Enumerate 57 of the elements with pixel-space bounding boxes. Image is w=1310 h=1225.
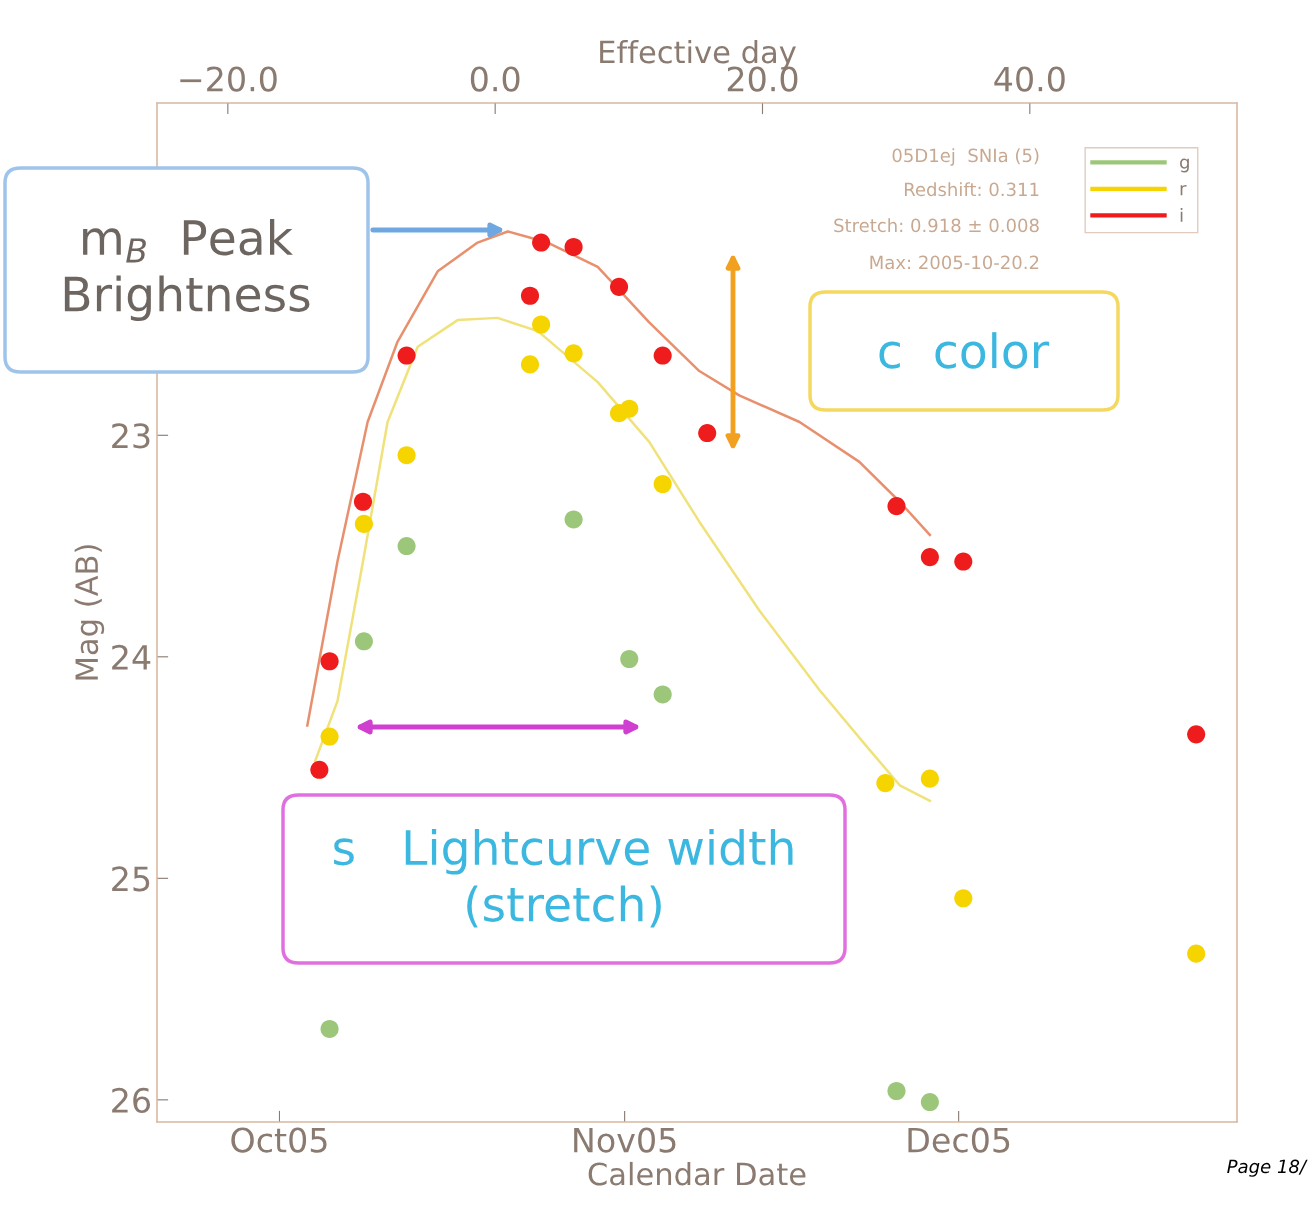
- x-axis-title: Calendar Date: [588, 1161, 806, 1186]
- annotation: Max: 2005-10-20.2: [870, 255, 1039, 270]
- x-tick-label: Dec05: [908, 1127, 1010, 1153]
- point: [564, 344, 583, 363]
- point: [532, 315, 551, 334]
- point: [887, 497, 906, 516]
- point: [320, 652, 339, 671]
- annotation: 05D1ej SNIa (5): [892, 148, 1039, 166]
- x2-tick-label: 40.0: [994, 66, 1065, 92]
- annotation: Redshift: 0.311: [904, 182, 1039, 197]
- point: [620, 649, 639, 669]
- point: [698, 424, 717, 443]
- point: [1187, 944, 1206, 963]
- legend-label: r: [1180, 185, 1187, 196]
- y-tick-label: 24: [112, 644, 151, 670]
- x-tick-label: Nov05: [574, 1127, 676, 1153]
- point: [520, 286, 540, 305]
- point: [397, 446, 416, 465]
- annotation: Stretch: 0.918 ± 0.008: [834, 218, 1039, 233]
- point: [920, 769, 939, 788]
- point: [920, 1093, 939, 1112]
- point: [876, 774, 895, 793]
- legend-label: g: [1180, 158, 1189, 173]
- point: [1187, 725, 1206, 744]
- text: Page 18/: [1227, 1159, 1308, 1177]
- point: [520, 355, 540, 374]
- point: [397, 536, 416, 556]
- point: [564, 237, 583, 257]
- point: [620, 399, 639, 418]
- y-tick-label: 23: [112, 423, 150, 449]
- point: [954, 889, 973, 908]
- point: [353, 492, 373, 511]
- x2-tick-label: 0.0: [470, 66, 520, 92]
- point: [653, 346, 672, 365]
- y-tick-label: 26: [112, 1087, 151, 1113]
- annotation: s Lightcurve width (stretch): [334, 828, 793, 928]
- point: [610, 277, 629, 296]
- point: [320, 727, 339, 746]
- point: [354, 514, 373, 533]
- point: [653, 685, 672, 704]
- point: [887, 1081, 906, 1101]
- point: [532, 233, 551, 252]
- point: [397, 346, 416, 365]
- point: [653, 474, 672, 494]
- point: [920, 548, 939, 567]
- point: [310, 760, 329, 779]
- point: [954, 552, 973, 571]
- y-tick-label: 25: [112, 866, 150, 892]
- point: [564, 510, 583, 529]
- annotation: m$_{B}$ Peak Brightness: [64, 218, 310, 322]
- point: [354, 632, 373, 651]
- x-tick-label: Oct05: [231, 1127, 327, 1153]
- annotation: c color: [879, 332, 1050, 369]
- legend-label: i: [1180, 207, 1183, 222]
- y-axis-title: Mag (AB): [74, 545, 105, 680]
- x2-tick-label: −20.0: [180, 66, 277, 92]
- point: [320, 1019, 339, 1039]
